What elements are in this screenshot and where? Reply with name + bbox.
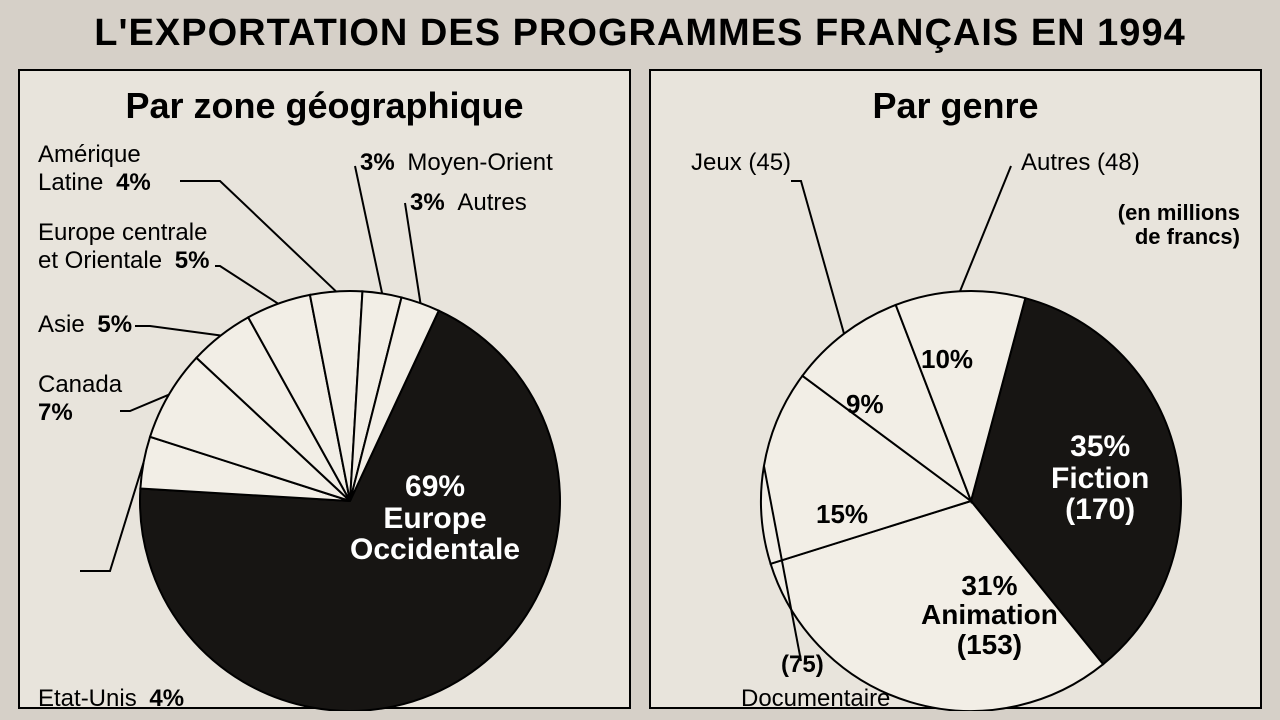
- leader-line: [791, 181, 844, 334]
- leader-line: [135, 326, 221, 336]
- panels-row: Par zone géographique Amérique Latine 4%…: [18, 69, 1262, 709]
- geo-label-etats-unis: Etat-Unis 4%: [38, 685, 184, 713]
- leader-line: [80, 462, 144, 571]
- leader-line: [960, 166, 1011, 291]
- leader-line: [355, 166, 382, 293]
- leader-line: [405, 203, 420, 303]
- geo-label-europe-centrale: Europe centrale et Orientale 5%: [38, 219, 209, 274]
- genre-label-doc-value: (75): [781, 651, 824, 679]
- geo-label-asie: Asie 5%: [38, 311, 132, 339]
- geo-label-moyen-orient: 3% Moyen-Orient: [360, 149, 553, 177]
- genre-label-jeux: Jeux (45): [691, 149, 791, 177]
- main-title: L'EXPORTATION DES PROGRAMMES FRANÇAIS EN…: [18, 12, 1262, 55]
- panel-genre: Par genre (en millions de francs) Jeux (…: [649, 69, 1262, 709]
- geo-label-amerique-latine: Amérique Latine 4%: [38, 141, 151, 196]
- page: L'EXPORTATION DES PROGRAMMES FRANÇAIS EN…: [0, 0, 1280, 720]
- geo-label-autres: 3% Autres: [410, 189, 527, 217]
- genre-label-doc-name: Documentaire: [741, 685, 890, 713]
- geo-label-canada: Canada 7%: [38, 371, 122, 426]
- leader-line: [215, 266, 278, 304]
- genre-label-autres: Autres (48): [1021, 149, 1140, 177]
- panel-geo: Par zone géographique Amérique Latine 4%…: [18, 69, 631, 709]
